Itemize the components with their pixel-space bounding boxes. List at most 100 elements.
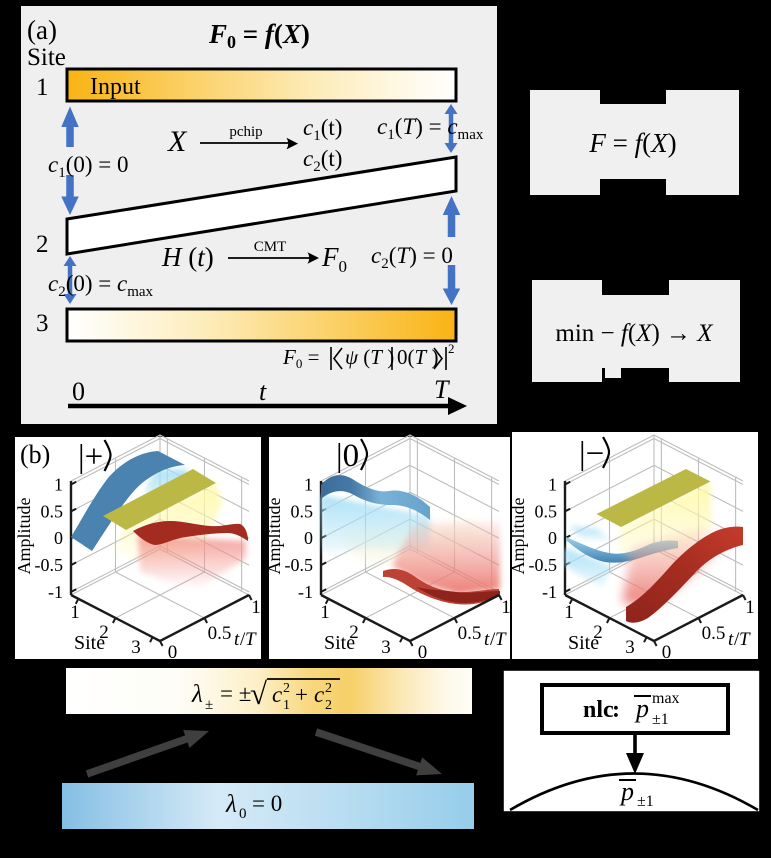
svg-text:p: p (634, 694, 649, 723)
svg-text:min − f(X) → X: min − f(X) → X (555, 320, 714, 347)
svg-text:-0.5: -0.5 (35, 555, 64, 575)
svg-text:t: t (484, 629, 490, 650)
svg-text:T: T (434, 375, 450, 404)
svg-text:p: p (619, 777, 634, 806)
svg-text:2: 2 (36, 231, 49, 258)
svg-text:-1: -1 (542, 582, 557, 602)
svg-text:Input: Input (90, 74, 141, 100)
svg-text:= ±: = ± (220, 681, 251, 706)
svg-text:0(T ): 0(T ) (397, 345, 438, 369)
svg-text:Site: Site (568, 632, 599, 654)
svg-text:F0: F0 (321, 242, 347, 276)
svg-text:-0.5: -0.5 (529, 555, 558, 575)
svg-text:0.5: 0.5 (535, 501, 558, 521)
svg-text:max: max (652, 690, 680, 707)
svg-text:F0 = f(X): F0 = f(X) (208, 19, 310, 52)
svg-text:0: 0 (548, 528, 557, 548)
svg-text:±1: ±1 (637, 793, 654, 810)
svg-text:Amplitude: Amplitude (14, 497, 34, 574)
svg-text:Amplitude: Amplitude (508, 497, 528, 574)
svg-text:-1: -1 (48, 582, 63, 602)
svg-text:3: 3 (36, 310, 49, 337)
svg-text:1: 1 (564, 602, 574, 623)
svg-text:0.5: 0.5 (208, 623, 232, 644)
svg-text:/: / (490, 629, 496, 650)
svg-text:±1: ±1 (652, 711, 669, 728)
svg-text:c2(0) = cmax: c2(0) = cmax (48, 271, 154, 300)
svg-text:2: 2 (448, 341, 455, 356)
svg-text:0: 0 (72, 377, 85, 406)
svg-text:Site: Site (74, 632, 105, 654)
svg-text:pchip: pchip (229, 124, 262, 140)
svg-text:1: 1 (304, 475, 313, 495)
svg-text:/: / (734, 629, 740, 650)
svg-text:t: t (728, 629, 734, 650)
svg-text:0.5: 0.5 (458, 623, 482, 644)
svg-text:|0: |0 (336, 438, 359, 474)
svg-text:0.5: 0.5 (41, 501, 64, 521)
svg-text:c1(0) = 0: c1(0) = 0 (48, 152, 129, 181)
svg-text:c: c (272, 682, 282, 707)
svg-text:3: 3 (381, 637, 391, 658)
svg-text:ψ (T ): ψ (T ) (345, 345, 394, 369)
svg-text:/: / (240, 629, 246, 650)
svg-text:T: T (245, 629, 257, 650)
svg-text:Amplitude: Amplitude (264, 497, 284, 574)
svg-text:nlc: nlc (583, 697, 614, 723)
svg-text:1: 1 (54, 475, 63, 495)
svg-text:±: ± (205, 697, 213, 713)
svg-text:-0.5: -0.5 (285, 555, 314, 575)
svg-text:T: T (495, 629, 507, 650)
svg-text:3: 3 (131, 637, 141, 658)
svg-text:1: 1 (36, 74, 49, 101)
svg-text:√: √ (250, 676, 267, 711)
svg-text:c1(T) = cmax: c1(T) = cmax (377, 114, 484, 143)
svg-text:1: 1 (320, 602, 330, 623)
svg-text:0: 0 (239, 806, 247, 822)
svg-text::: : (612, 697, 620, 723)
svg-text:1: 1 (501, 597, 511, 618)
svg-text:-1: -1 (298, 582, 313, 602)
svg-text:c1(t): c1(t) (303, 115, 342, 144)
svg-text:0.5: 0.5 (291, 501, 314, 521)
svg-text:CMT: CMT (254, 239, 287, 255)
svg-text:1: 1 (745, 597, 755, 618)
svg-text:t: t (234, 629, 240, 650)
svg-text:0: 0 (168, 642, 178, 663)
svg-text:F = f(X): F = f(X) (588, 128, 676, 158)
svg-text:1: 1 (70, 602, 80, 623)
svg-text:2: 2 (325, 698, 332, 713)
svg-text:c2(t): c2(t) (303, 146, 342, 175)
svg-text:3: 3 (625, 637, 635, 658)
svg-text:λ: λ (191, 681, 203, 708)
svg-text:1: 1 (251, 597, 261, 618)
svg-text:Site: Site (324, 632, 355, 654)
svg-text:|−: |− (579, 436, 604, 472)
svg-text:c2(T) = 0: c2(T) = 0 (371, 243, 453, 272)
svg-text:F0 =: F0 = (282, 345, 319, 371)
svg-text:0.5: 0.5 (702, 623, 726, 644)
svg-text:0: 0 (304, 528, 313, 548)
svg-text:2: 2 (325, 681, 332, 696)
svg-text:λ: λ (225, 791, 237, 818)
svg-text:2: 2 (349, 622, 359, 643)
svg-text:0: 0 (418, 642, 428, 663)
svg-text:(a): (a) (27, 15, 57, 45)
svg-text:0: 0 (662, 642, 672, 663)
svg-text:0: 0 (54, 528, 63, 548)
svg-text:(b): (b) (20, 440, 50, 469)
svg-text:2: 2 (593, 622, 603, 643)
svg-text:c: c (314, 682, 324, 707)
svg-text:|+: |+ (78, 439, 103, 475)
svg-text:H (t): H (t) (161, 242, 214, 272)
svg-text:t: t (259, 377, 267, 406)
svg-text:1: 1 (283, 698, 290, 713)
svg-text:1: 1 (548, 475, 557, 495)
svg-text:2: 2 (99, 622, 109, 643)
svg-text:+: + (295, 682, 308, 707)
svg-text:Site: Site (27, 44, 66, 71)
svg-text:= 0: = 0 (252, 791, 282, 816)
svg-text:T: T (739, 629, 751, 650)
svg-text:X: X (167, 125, 188, 158)
svg-text:2: 2 (283, 681, 290, 696)
